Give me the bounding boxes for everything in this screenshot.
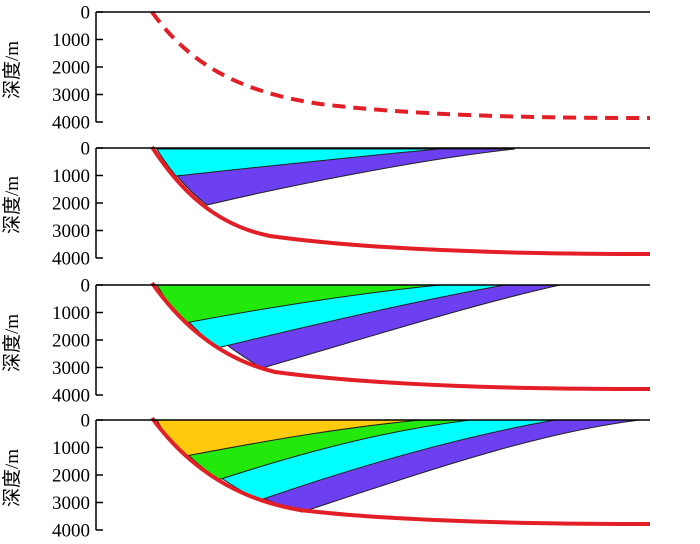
panel-4-tick-label-1000: 1000 bbox=[52, 438, 90, 459]
panel-2-tick-label-0: 0 bbox=[81, 139, 91, 160]
panel-4-tick-label-0: 0 bbox=[81, 411, 91, 432]
panel-4-strata bbox=[155, 419, 641, 513]
panel-1-tick-label-0: 0 bbox=[81, 3, 91, 24]
panel-4-tick-label-4000: 4000 bbox=[52, 521, 90, 542]
panel-4-y-axis-title: 深度/m bbox=[1, 449, 23, 507]
panel-1-tick-label-1000: 1000 bbox=[52, 30, 90, 51]
panel-2-layer-cyan bbox=[156, 148, 441, 177]
panel-2-y-axis-title: 深度/m bbox=[1, 176, 23, 234]
panel-4-tick-label-3000: 3000 bbox=[52, 493, 90, 514]
panel-2-tick-label-2000: 2000 bbox=[52, 194, 90, 215]
panel-4-tick-label-2000: 2000 bbox=[52, 466, 90, 487]
panel-3: 0 1000 2000 3000 4000 深度/m bbox=[1, 276, 651, 407]
panel-3-depth-axis: 0 1000 2000 3000 4000 深度/m bbox=[1, 276, 650, 407]
panel-2-tick-label-1000: 1000 bbox=[52, 166, 90, 187]
panel-3-tick-label-0: 0 bbox=[81, 276, 91, 297]
panel-4-depth-axis: 0 1000 2000 3000 4000 深度/m bbox=[1, 411, 650, 542]
panel-1-fault-line bbox=[150, 10, 651, 120]
panel-1-y-axis-title: 深度/m bbox=[1, 41, 23, 99]
panel-3-tick-label-2000: 2000 bbox=[52, 331, 90, 352]
panel-2-tick-label-3000: 3000 bbox=[52, 221, 90, 242]
panel-3-y-axis-title: 深度/m bbox=[1, 314, 23, 372]
panel-4-listric-fault bbox=[150, 416, 651, 526]
panel-2: 0 1000 2000 3000 4000 深度/m bbox=[1, 139, 651, 270]
panel-3-strata bbox=[155, 284, 561, 369]
panel-3-tick-label-1000: 1000 bbox=[52, 303, 90, 324]
panel-1-tick-label-4000: 4000 bbox=[52, 113, 90, 134]
panel-2-strata bbox=[156, 148, 516, 206]
panel-3-tick-label-4000: 4000 bbox=[52, 386, 90, 407]
panel-2-tick-label-4000: 4000 bbox=[52, 249, 90, 270]
panel-2-listric-fault bbox=[150, 145, 651, 256]
panel-3-tick-label-3000: 3000 bbox=[52, 358, 90, 379]
panel-1-tick-label-2000: 2000 bbox=[52, 58, 90, 79]
panel-1: 0 1000 2000 3000 4000 深度/m bbox=[1, 3, 651, 134]
panel-1-tick-label-3000: 3000 bbox=[52, 85, 90, 106]
panel-1-depth-axis: 0 1000 2000 3000 4000 深度/m bbox=[1, 3, 650, 134]
panel-2-depth-axis: 0 1000 2000 3000 4000 深度/m bbox=[1, 139, 650, 270]
panel-3-listric-fault bbox=[150, 281, 651, 391]
panel-1-listric-fault-dashed bbox=[150, 10, 651, 120]
panel-4: 0 1000 2000 3000 4000 深度/m bbox=[1, 411, 651, 542]
